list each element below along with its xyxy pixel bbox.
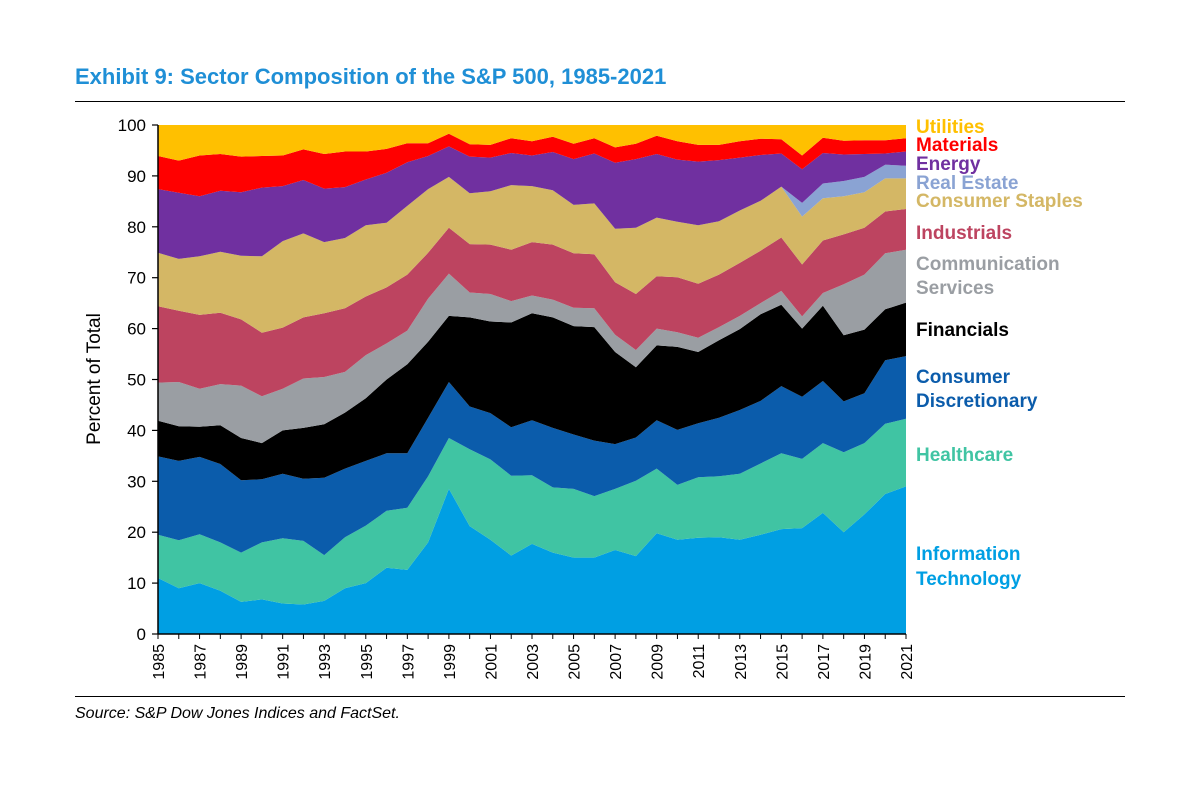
x-tick-label: 2017	[816, 644, 833, 680]
y-tick-label: 40	[127, 421, 146, 440]
x-tick-label: 1985	[151, 644, 168, 680]
y-tick-label: 80	[127, 218, 146, 237]
tick-labels: 0 10 20 30 40 50 60 70 80 90 100 1985 1987 1989 1991 19…	[118, 116, 916, 680]
x-tick-label: 1987	[193, 644, 210, 680]
area-industrials	[158, 209, 906, 397]
x-tick-label: 2011	[691, 644, 708, 679]
legend-consumer-discretionary-line1: Consumer	[916, 367, 1011, 388]
x-tick-label: 2019	[857, 644, 874, 680]
y-tick-label: 10	[127, 574, 146, 593]
legend-financials: Financials	[916, 320, 1009, 341]
x-tick-label: 2015	[774, 644, 791, 680]
y-tick-label: 50	[127, 371, 146, 390]
legend-consumer-staples: Consumer Staples	[916, 191, 1083, 212]
legend-information-technology-line2: Technology	[916, 569, 1022, 590]
y-tick-label: 70	[127, 269, 146, 288]
area-information-technology	[158, 486, 906, 634]
axes	[152, 124, 907, 639]
top-rule	[75, 101, 1125, 102]
x-tick-label: 1997	[400, 644, 417, 680]
x-tick-label: 2013	[733, 644, 750, 680]
legend-information-technology-line1: Information	[916, 544, 1021, 565]
legend-consumer-discretionary-line2: Discretionary	[916, 391, 1038, 412]
y-tick-label: 0	[137, 625, 146, 644]
legend-industrials: Industrials	[916, 223, 1012, 244]
x-tick-label: 1995	[359, 644, 376, 680]
area-consumer-staples	[158, 176, 906, 333]
area-communication-services	[158, 249, 906, 444]
area-materials	[158, 133, 906, 197]
x-tick-label: 1991	[276, 644, 293, 680]
chart-title: Exhibit 9: Sector Composition of the S&P…	[75, 64, 667, 89]
y-tick-label: 90	[127, 167, 146, 186]
x-tick-label: 2005	[567, 644, 584, 680]
area-financials	[158, 302, 906, 481]
x-tick-label: 1989	[234, 644, 251, 680]
y-tick-label: 60	[127, 320, 146, 339]
legend-materials: Materials	[916, 135, 998, 156]
y-tick-label: 20	[127, 523, 146, 542]
bottom-rule	[75, 696, 1125, 697]
x-tick-label: 2021	[899, 644, 916, 680]
legend-communication-services-line1: Communication	[916, 254, 1060, 275]
x-tick-label: 2007	[608, 644, 625, 680]
x-tick-label: 1999	[442, 644, 459, 680]
y-axis-label: Percent of Total	[84, 313, 105, 445]
x-tick-label: 2009	[650, 644, 667, 680]
legend-communication-services-line2: Services	[916, 278, 994, 299]
y-tick-label: 30	[127, 472, 146, 491]
y-tick-label: 100	[118, 116, 146, 135]
legend-utilities: Utilities	[916, 117, 985, 138]
source-note: Source: S&P Dow Jones Indices and FactSe…	[75, 705, 400, 722]
x-tick-label: 2001	[483, 644, 500, 680]
area-utilities	[158, 125, 906, 161]
legend-healthcare: Healthcare	[916, 445, 1013, 466]
area-energy	[158, 146, 906, 259]
x-tick-label: 1993	[317, 644, 334, 680]
area-consumer-discretionary	[158, 356, 906, 556]
stacked-areas	[158, 125, 906, 634]
legend-real-estate: Real Estate	[916, 173, 1018, 194]
x-tick-label: 2003	[525, 644, 542, 680]
legend-energy: Energy	[916, 154, 981, 175]
area-healthcare	[158, 418, 906, 605]
legend: Utilities Materials Energy Real Estate C…	[916, 117, 1083, 590]
